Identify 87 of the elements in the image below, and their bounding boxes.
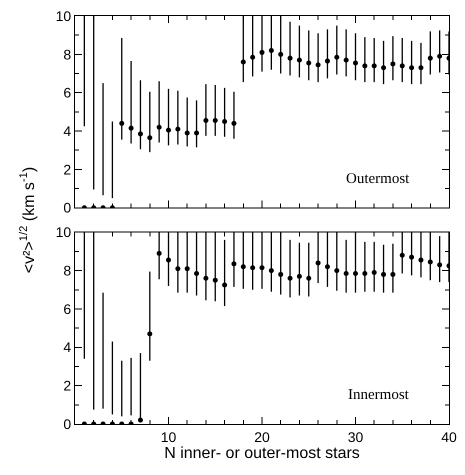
x-axis-title: N inner- or outer-most stars <box>164 444 360 462</box>
point <box>306 276 312 281</box>
point <box>324 58 330 64</box>
point <box>418 65 424 70</box>
point <box>194 130 200 136</box>
point <box>288 276 293 281</box>
y-tick-label: 8 <box>63 262 72 279</box>
point <box>316 260 321 266</box>
point <box>203 118 208 123</box>
point <box>268 268 274 274</box>
point <box>166 258 171 263</box>
annotation: Outermost <box>346 171 410 187</box>
point <box>260 50 264 55</box>
point <box>268 48 274 54</box>
point <box>437 262 442 268</box>
point <box>418 258 424 263</box>
point <box>409 65 414 70</box>
y-tick-label: 0 <box>63 200 72 216</box>
point <box>138 418 143 423</box>
point <box>381 65 386 70</box>
y-tick-label: 10 <box>56 8 72 24</box>
point <box>344 270 349 276</box>
point <box>409 254 414 260</box>
point <box>260 265 264 270</box>
point <box>390 272 396 277</box>
point <box>428 56 433 61</box>
point <box>353 60 358 66</box>
point <box>138 131 143 136</box>
point <box>278 52 284 57</box>
point <box>203 276 208 281</box>
x-tick-label: 20 <box>254 428 270 445</box>
point <box>400 252 405 258</box>
point <box>296 58 302 63</box>
point <box>437 54 442 59</box>
point <box>119 120 124 126</box>
point <box>212 118 218 123</box>
y-tick-label: 4 <box>63 122 72 139</box>
point <box>344 58 349 63</box>
point <box>156 250 162 256</box>
y-tick-label: 8 <box>63 46 72 62</box>
point <box>128 126 134 131</box>
point <box>390 61 396 66</box>
point <box>184 130 190 136</box>
point <box>175 126 180 132</box>
point <box>334 54 340 60</box>
y-tick-label: 2 <box>63 161 72 178</box>
point <box>184 266 190 272</box>
y-tick-label: 0 <box>63 416 72 432</box>
point <box>240 60 246 65</box>
point <box>324 264 330 270</box>
x-tick-label: 10 <box>160 428 176 445</box>
y-tick-label: 10 <box>56 224 72 240</box>
y-tick-label: 6 <box>63 300 72 317</box>
point <box>222 118 228 124</box>
point <box>278 272 284 277</box>
point <box>288 56 293 61</box>
point <box>362 270 368 276</box>
point <box>362 63 368 68</box>
point <box>194 270 200 276</box>
x-tick-label: 40 <box>441 428 457 445</box>
point <box>166 128 171 133</box>
point <box>231 261 236 266</box>
point <box>316 62 321 68</box>
point <box>334 268 340 274</box>
y-tick-label: 6 <box>63 84 72 101</box>
point <box>147 135 152 140</box>
point <box>250 265 256 270</box>
point <box>212 278 218 283</box>
point <box>240 264 246 270</box>
annotation: Innermost <box>348 387 410 403</box>
y-tick-label: 2 <box>63 378 72 394</box>
point <box>231 120 236 126</box>
point <box>306 60 312 66</box>
point <box>372 270 377 276</box>
y-tick-label: 4 <box>63 339 72 356</box>
point <box>428 259 433 264</box>
point <box>372 63 377 68</box>
point <box>156 124 162 130</box>
point <box>250 54 256 60</box>
point <box>400 63 405 68</box>
point <box>353 270 358 276</box>
point <box>222 282 228 288</box>
point <box>175 266 180 272</box>
x-tick-label: 30 <box>348 428 364 445</box>
point <box>296 274 302 279</box>
point <box>147 331 152 336</box>
point <box>381 272 386 277</box>
